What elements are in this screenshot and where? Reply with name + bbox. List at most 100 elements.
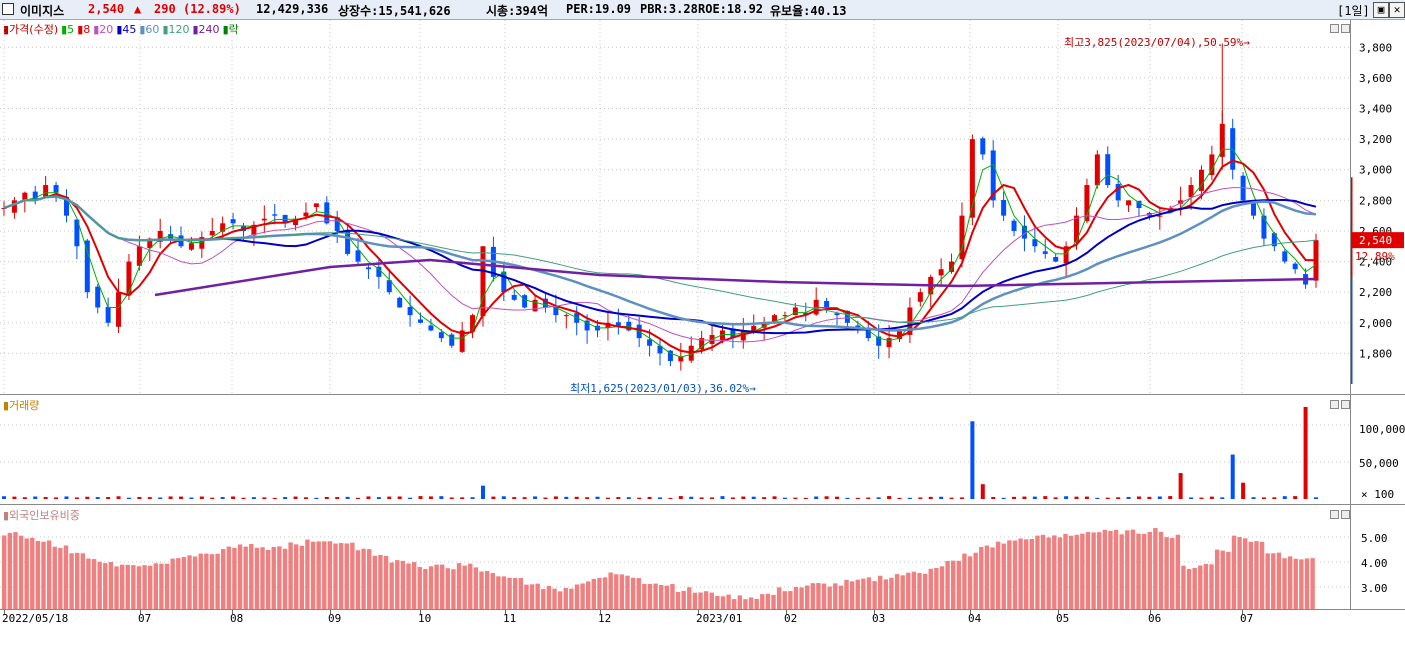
foreign-ratio-bar (142, 565, 147, 609)
candle-body (1188, 185, 1194, 198)
candle-body (1126, 200, 1132, 206)
candle-body (584, 320, 590, 331)
foreign-ratio-bar (294, 544, 299, 609)
volume-bar (199, 496, 204, 499)
foreign-ratio-bar (204, 553, 209, 609)
x-axis-tick (4, 610, 5, 614)
foreign-ratio-bar (237, 544, 243, 609)
foreign-ratio-bar (1164, 537, 1169, 609)
foreign-ratio-bar (1057, 537, 1063, 609)
panel-controls[interactable] (1328, 398, 1350, 409)
candle-body (876, 336, 882, 346)
foreign-ratio-bar (46, 540, 52, 609)
price-chart[interactable] (0, 20, 1350, 394)
volume-bar (397, 496, 402, 499)
reserve-ratio: 유보율:40.13 (770, 4, 847, 18)
pbr-value: PBR:3.28 (640, 2, 698, 16)
candle-body (220, 223, 226, 232)
foreign-ratio-bar (395, 560, 400, 609)
legend-item: ▮60 (139, 23, 160, 36)
foreign-ratio-bar (187, 555, 192, 609)
price-tick-label: 3,200 (1359, 133, 1392, 146)
foreign-ratio-bar (322, 541, 327, 609)
volume-bar (522, 497, 527, 499)
foreign-ratio-bar (962, 553, 967, 609)
foreign-ratio-bar (619, 574, 625, 609)
foreign-ratio-bar (805, 585, 810, 609)
foreign-ratio-bar (951, 560, 956, 609)
volume-bar (1116, 497, 1121, 499)
foreign-ratio-bar (563, 587, 568, 609)
volume-bar (689, 496, 694, 499)
panel-controls[interactable] (1328, 508, 1350, 519)
candle-body (522, 295, 528, 308)
select-checkbox[interactable] (2, 3, 14, 15)
volume-bar (314, 497, 319, 499)
foreign-ratio-bar (973, 552, 978, 609)
foreign-ratio-bar (440, 564, 445, 609)
foreign-ratio-bar (1287, 556, 1293, 609)
candle-body (397, 297, 403, 308)
volume-bar (95, 497, 100, 499)
foreign-ratio-bar (24, 538, 29, 609)
candle-body (772, 315, 778, 322)
price-panel[interactable]: ▮가격(수정) ▮5 ▮8 ▮20 ▮45 ▮60 ▮120 ▮240 ▮락 최고3,825(2… (0, 20, 1350, 395)
volume-bar (356, 497, 361, 499)
volume-bar (855, 497, 860, 499)
legend-item: ▮20 (93, 23, 114, 36)
volume-bar (74, 497, 79, 499)
panel-controls[interactable] (1328, 22, 1350, 33)
foreign-ratio-bar (164, 563, 170, 609)
foreign-ratio-bar (709, 592, 714, 609)
foreign-ratio-bar (170, 558, 175, 609)
foreign-ratio-bar (80, 553, 86, 609)
foreign-ratio-bar (125, 564, 130, 609)
volume-bar (616, 497, 621, 499)
foreign-ratio-bar (614, 574, 619, 609)
foreign-ratio-bar (1018, 538, 1023, 609)
candle-body (1021, 225, 1027, 239)
foreign-ratio-bar (1108, 530, 1113, 609)
foreign-ratio-bar (378, 554, 383, 609)
volume-bar (793, 497, 798, 499)
foreign-panel[interactable]: ▮외국인보유비중 (0, 505, 1350, 609)
volume-bar (1001, 497, 1006, 499)
foreign-ratio-bar (417, 566, 422, 609)
foreign-ratio-bar (434, 564, 439, 609)
volume-bar (324, 496, 329, 499)
volume-bar (1303, 407, 1308, 499)
volume-panel[interactable]: ▮거래량 (0, 395, 1350, 504)
foreign-ratio-bar (254, 547, 260, 609)
restore-window-button[interactable]: ▣ (1373, 2, 1389, 18)
foreign-ratio-bar (1293, 558, 1298, 609)
volume-bar (647, 496, 652, 499)
volume-bar (658, 497, 662, 499)
volume-bar (626, 497, 631, 499)
foreign-ratio-bar (765, 593, 771, 609)
legend-item: ▮가격(수정) (3, 23, 59, 36)
x-axis-label: 09 (328, 612, 342, 625)
foreign-ratio-bar (945, 560, 950, 609)
candle-body (1042, 251, 1048, 254)
candle-body (553, 306, 559, 316)
volume-bar (1251, 497, 1256, 499)
x-axis-label: 05 (1056, 612, 1070, 625)
candle-body (1105, 154, 1111, 186)
volume-bar (126, 497, 131, 499)
volume-bar (803, 497, 808, 499)
foreign-ratio-bar (1035, 535, 1040, 609)
foreign-chart[interactable] (0, 505, 1350, 609)
candle-body (896, 330, 902, 340)
volume-bar (22, 497, 27, 499)
volume-bar (1261, 497, 1266, 499)
price-axis: 3,800 3,600 3,400 3,200 3,000 2,800 2,600 2,400… (1350, 20, 1405, 394)
period-selector[interactable]: [1일] (1337, 4, 1370, 18)
x-axis-tick (600, 610, 601, 614)
foreign-ratio-bar (906, 572, 911, 609)
candle-body (605, 322, 611, 328)
volume-chart[interactable] (0, 395, 1350, 504)
foreign-axis: 5.00 4.00 3.00 (1350, 505, 1405, 609)
close-window-button[interactable]: ✕ (1389, 2, 1405, 18)
foreign-ratio-bar (995, 541, 1001, 609)
foreign-ratio-bar (1231, 535, 1237, 609)
